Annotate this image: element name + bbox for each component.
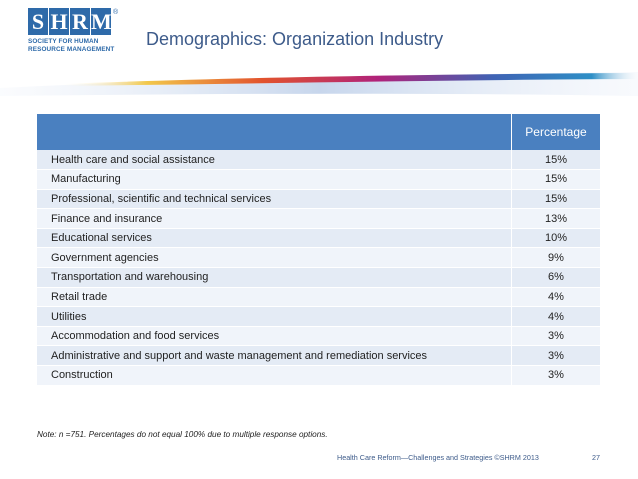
shrm-logo: S H R M ® SOCIETY FOR HUMAN RESOURCE MAN… bbox=[28, 8, 120, 66]
slide-title: Demographics: Organization Industry bbox=[146, 29, 444, 49]
logo-letters: S H R M ® bbox=[28, 8, 120, 36]
industry-label: Accommodation and food services bbox=[37, 326, 512, 347]
table-row: Health care and social assistance 15% bbox=[37, 150, 600, 171]
industry-percentage: 3% bbox=[511, 345, 600, 367]
table-row: Construction 3% bbox=[37, 365, 600, 386]
industry-percentage: 4% bbox=[511, 287, 600, 308]
logo-letter-r: R bbox=[70, 8, 90, 35]
industry-label: Transportation and warehousing bbox=[37, 267, 512, 288]
header-label-cell bbox=[37, 114, 512, 150]
industry-label: Utilities bbox=[37, 306, 512, 327]
industry-percentage: 15% bbox=[511, 169, 600, 190]
table-row: Transportation and warehousing 6% bbox=[37, 267, 600, 288]
industry-percentage: 3% bbox=[511, 365, 600, 386]
table-row: Administrative and support and waste man… bbox=[37, 345, 600, 367]
industry-percentage: 10% bbox=[511, 228, 600, 249]
table-row: Government agencies 9% bbox=[37, 247, 600, 269]
table-row: Retail trade 4% bbox=[37, 287, 600, 308]
table-row: Accommodation and food services 3% bbox=[37, 326, 600, 347]
decorative-swoosh bbox=[0, 72, 638, 96]
industry-percentage: 6% bbox=[511, 267, 600, 288]
industry-label: Educational services bbox=[37, 228, 512, 249]
industry-label: Retail trade bbox=[37, 287, 512, 308]
industry-percentage: 3% bbox=[511, 326, 600, 347]
industry-label: Manufacturing bbox=[37, 169, 512, 190]
industry-label: Construction bbox=[37, 365, 512, 386]
industry-table: Percentage Health care and social assist… bbox=[37, 114, 600, 386]
industry-label: Administrative and support and waste man… bbox=[37, 345, 512, 367]
logo-tagline: SOCIETY FOR HUMAN RESOURCE MANAGEMENT bbox=[28, 38, 120, 54]
table-header-row: Percentage bbox=[37, 114, 600, 150]
logo-letter-m: M bbox=[91, 8, 112, 35]
industry-percentage: 4% bbox=[511, 306, 600, 327]
header-percentage: Percentage bbox=[511, 114, 600, 150]
industry-percentage: 15% bbox=[511, 189, 600, 210]
logo-tagline-line2: RESOURCE MANAGEMENT bbox=[28, 45, 115, 53]
industry-label: Finance and insurance bbox=[37, 208, 512, 229]
industry-label: Government agencies bbox=[37, 247, 512, 269]
industry-label: Professional, scientific and technical s… bbox=[37, 189, 512, 210]
logo-letter-h: H bbox=[49, 8, 69, 35]
table-row: Manufacturing 15% bbox=[37, 169, 600, 190]
page-number: 27 bbox=[592, 453, 600, 462]
logo-letter-s: S bbox=[28, 8, 48, 35]
logo-tagline-line1: SOCIETY FOR HUMAN bbox=[28, 38, 99, 45]
industry-percentage: 13% bbox=[511, 208, 600, 229]
industry-percentage: 15% bbox=[511, 150, 600, 171]
footnote: Note: n =751. Percentages do not equal 1… bbox=[37, 430, 328, 439]
table-row: Professional, scientific and technical s… bbox=[37, 189, 600, 210]
footer-text: Health Care Reform—Challenges and Strate… bbox=[337, 453, 539, 462]
table-row: Utilities 4% bbox=[37, 306, 600, 327]
registered-mark: ® bbox=[113, 9, 119, 16]
industry-percentage: 9% bbox=[511, 247, 600, 269]
table-row: Educational services 10% bbox=[37, 228, 600, 249]
table-row: Finance and insurance 13% bbox=[37, 208, 600, 229]
industry-label: Health care and social assistance bbox=[37, 150, 512, 171]
